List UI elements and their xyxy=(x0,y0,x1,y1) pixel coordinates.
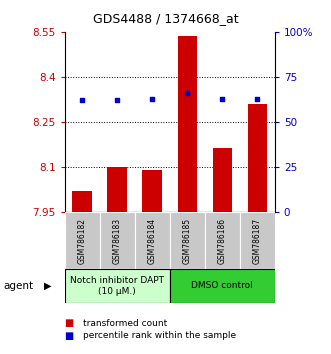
Bar xyxy=(248,104,267,212)
Bar xyxy=(65,269,169,303)
Bar xyxy=(100,212,135,269)
Text: GSM786183: GSM786183 xyxy=(113,218,121,264)
Text: GSM786184: GSM786184 xyxy=(148,218,157,264)
Bar xyxy=(169,269,275,303)
Bar xyxy=(205,212,240,269)
Text: ■: ■ xyxy=(65,318,74,328)
Text: percentile rank within the sample: percentile rank within the sample xyxy=(83,331,236,340)
Text: transformed count: transformed count xyxy=(83,319,167,328)
Bar xyxy=(72,192,92,212)
Bar xyxy=(240,212,275,269)
Text: ▶: ▶ xyxy=(44,281,52,291)
Bar xyxy=(177,36,197,212)
Bar xyxy=(135,212,170,269)
Point xyxy=(255,96,260,102)
Text: Notch inhibitor DAPT
(10 μM.): Notch inhibitor DAPT (10 μM.) xyxy=(70,276,164,296)
Point xyxy=(184,90,190,96)
Text: GSM786187: GSM786187 xyxy=(253,218,262,264)
Point xyxy=(115,98,120,103)
Point xyxy=(219,96,225,102)
Text: agent: agent xyxy=(3,281,33,291)
Point xyxy=(79,98,85,103)
Text: DMSO control: DMSO control xyxy=(191,281,253,290)
Bar xyxy=(142,170,162,212)
Bar xyxy=(213,148,232,212)
Bar xyxy=(65,212,100,269)
Text: GSM786186: GSM786186 xyxy=(218,218,227,264)
Point xyxy=(150,96,155,102)
Text: ■: ■ xyxy=(65,331,74,341)
Bar xyxy=(108,167,127,212)
Text: GSM786185: GSM786185 xyxy=(183,218,192,264)
Text: GSM786182: GSM786182 xyxy=(77,218,87,264)
Bar xyxy=(169,212,205,269)
Text: GDS4488 / 1374668_at: GDS4488 / 1374668_at xyxy=(93,12,238,25)
